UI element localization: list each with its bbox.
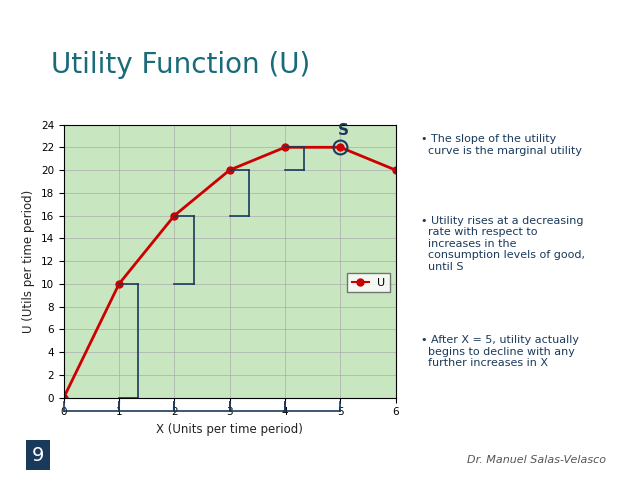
U — [115, 281, 123, 286]
Legend: U: U — [348, 274, 390, 292]
U — [281, 145, 289, 150]
U — [392, 167, 399, 173]
Text: • After X = 5, utility actually
  begins to decline with any
  further increases: • After X = 5, utility actually begins t… — [421, 335, 579, 368]
U — [170, 213, 178, 218]
U — [226, 167, 234, 173]
U — [60, 395, 68, 400]
Text: • The slope of the utility
  curve is the marginal utility: • The slope of the utility curve is the … — [421, 134, 582, 156]
Y-axis label: U (Utils per time period): U (Utils per time period) — [22, 189, 35, 333]
Line: U: U — [61, 144, 399, 401]
Text: • Utility rises at a decreasing
  rate with respect to
  increases in the
  cons: • Utility rises at a decreasing rate wit… — [421, 216, 585, 272]
Text: 9: 9 — [32, 445, 44, 465]
Text: Dr. Manuel Salas-Velasco: Dr. Manuel Salas-Velasco — [467, 455, 606, 465]
Text: Utility Function (U): Utility Function (U) — [51, 51, 310, 79]
U — [336, 145, 344, 150]
Text: S: S — [338, 123, 348, 138]
X-axis label: X (Units per time period): X (Units per time period) — [156, 423, 303, 436]
